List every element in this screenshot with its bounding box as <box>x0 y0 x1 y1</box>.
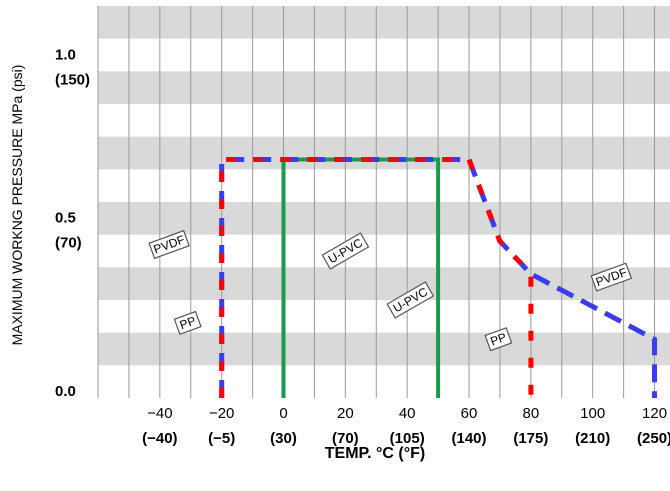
x-axis-label: TEMP. °C (°F) <box>325 445 426 462</box>
annotation-box <box>386 281 435 319</box>
annotation-text: PP <box>488 330 508 349</box>
annotation-box <box>590 262 633 292</box>
x-tick-sublabel: (70) <box>332 430 359 447</box>
annotation-text: PP <box>178 314 198 333</box>
series-annotation: PP <box>173 310 202 336</box>
x-tick-sublabel: (140) <box>452 430 487 447</box>
grid-band <box>98 6 670 39</box>
y-tick-label: 1.0 <box>55 46 76 63</box>
x-tick-label: −40 <box>147 405 172 422</box>
x-tick-label: −20 <box>209 405 234 422</box>
x-tick-label: 100 <box>580 405 605 422</box>
grid-band <box>98 202 670 235</box>
x-tick-sublabel: (175) <box>513 430 548 447</box>
grid-band <box>98 136 670 170</box>
x-tick-label: 120 <box>642 405 667 422</box>
x-tick-label: 0 <box>279 405 287 422</box>
x-tick-label: 80 <box>523 405 540 422</box>
x-tick-label: 20 <box>337 405 354 422</box>
x-tick-sublabel: (−5) <box>208 430 235 447</box>
grid-band <box>98 332 670 366</box>
x-tick-label: 60 <box>461 405 478 422</box>
series-line-pp <box>219 157 534 398</box>
y-tick-sublabel: (70) <box>55 235 82 252</box>
x-tick-sublabel: (210) <box>575 430 610 447</box>
x-tick-sublabel: (105) <box>390 430 425 447</box>
gridline-bands <box>98 6 670 398</box>
x-tick-sublabel: (250) <box>637 430 670 447</box>
y-tick-label: 0.0 <box>55 383 76 400</box>
annotation-box <box>321 232 370 270</box>
y-axis-ticks: 0.0 0.5 (70) 1.0 (150) <box>55 46 90 400</box>
y-tick-label: 0.5 <box>55 210 76 227</box>
x-tick-sublabel: (30) <box>270 430 297 447</box>
grid-band <box>98 267 670 300</box>
x-tick-label: 40 <box>399 405 416 422</box>
series-lines <box>219 157 657 398</box>
annotation-box <box>173 310 202 336</box>
x-tick-sublabel: (−40) <box>142 430 177 447</box>
annotation-box <box>484 327 513 352</box>
annotation-box <box>148 229 190 260</box>
series-line-u-pvc <box>281 157 441 398</box>
grid-band <box>98 71 670 104</box>
x-axis-ticks: −40 (−40) −20 (−5) 0 (30) 20 (70) 40 (105) 60 (140)… <box>142 405 670 447</box>
series-annotation: PP <box>484 327 513 352</box>
y-tick-sublabel: (150) <box>55 71 90 88</box>
y-axis-label: MAXIMUM WORKNG PRESSURE MPa (psi) <box>9 65 25 346</box>
